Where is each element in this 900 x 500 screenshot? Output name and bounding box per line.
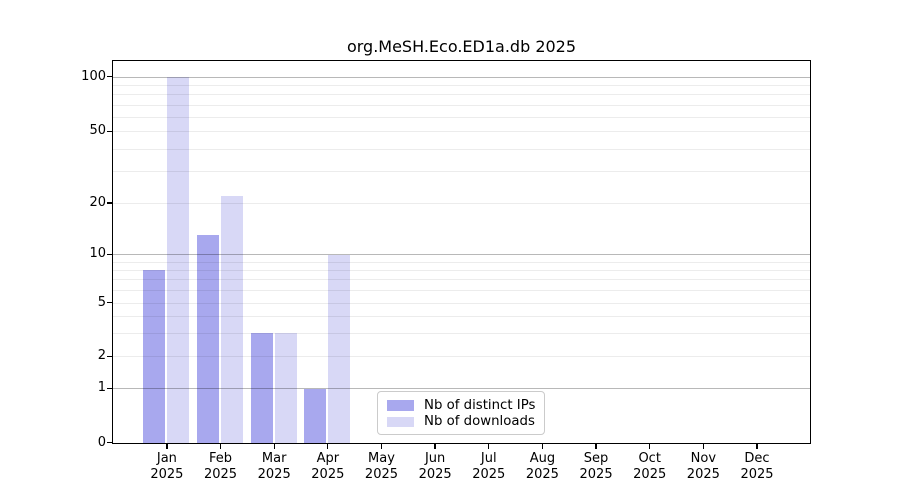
x-tick-mark-jul — [488, 444, 490, 449]
bar-downloads-feb — [221, 195, 244, 443]
x-tick-label-oct: Oct 2025 — [618, 451, 682, 483]
gridline-y-7 — [113, 279, 810, 281]
figure-title: org.MeSH.Eco.ED1a.db 2025 — [346, 37, 577, 56]
y-tick-label-20: 20 — [89, 194, 106, 210]
gridline-y-8 — [113, 269, 810, 271]
y-tick-mark-10 — [107, 253, 112, 256]
bar-downloads-jan — [167, 77, 190, 443]
x-tick-mark-mar — [273, 444, 275, 449]
gridline-y-40 — [113, 148, 810, 150]
gridline-y-1 — [113, 388, 810, 390]
x-tick-label-year: 2025 — [364, 467, 399, 482]
y-tick-mark-0 — [107, 441, 112, 444]
x-tick-mark-dec — [756, 444, 758, 449]
gridline-y-100 — [113, 76, 810, 78]
legend-swatch-downloads — [387, 416, 414, 427]
y-tick-mark-2 — [107, 355, 112, 357]
x-tick-label-nov: Nov 2025 — [671, 451, 735, 483]
bar-distinct-ips-jan — [143, 270, 166, 443]
x-tick-mark-jan — [166, 444, 168, 449]
x-tick-mark-oct — [649, 444, 651, 449]
x-tick-label-year: 2025 — [150, 467, 184, 482]
bar-distinct-ips-apr — [304, 388, 327, 443]
x-tick-label-year: 2025 — [633, 467, 667, 482]
y-tick-label-10: 10 — [89, 246, 106, 262]
x-tick-label-year: 2025 — [311, 467, 345, 482]
bar-downloads-apr — [328, 254, 351, 443]
gridline-y-4 — [113, 315, 810, 317]
legend-row-distinct-ips: Nb of distinct IPs — [387, 397, 544, 414]
y-tick-mark-20 — [107, 202, 112, 204]
x-tick-label-aug: Aug 2025 — [510, 451, 574, 483]
x-tick-mark-feb — [219, 444, 222, 449]
x-tick-label-year: 2025 — [257, 467, 291, 482]
x-tick-label-year: 2025 — [418, 467, 452, 482]
x-tick-label-year: 2025 — [203, 467, 238, 482]
y-tick-mark-1 — [107, 387, 112, 389]
gridline-y-2 — [113, 356, 810, 358]
gridline-y-10 — [113, 254, 810, 256]
bar-downloads-mar — [274, 333, 297, 443]
gridline-y-20 — [113, 202, 810, 204]
x-tick-label-year: 2025 — [525, 467, 559, 482]
gridline-y-60 — [113, 117, 810, 119]
x-tick-mark-aug — [541, 444, 544, 449]
y-tick-label-0: 0 — [97, 434, 106, 450]
plot-area — [112, 60, 811, 444]
x-tick-label-jan: Jan 2025 — [135, 451, 199, 483]
gridline-y-3 — [113, 332, 810, 334]
gridline-y-90 — [113, 85, 810, 87]
gridline-y-50 — [113, 131, 810, 133]
x-tick-mark-may — [380, 444, 383, 449]
x-tick-label-sep: Sep 2025 — [564, 451, 628, 483]
legend: Nb of distinct IPs Nb of downloads — [377, 391, 545, 435]
legend-label-downloads: Nb of downloads — [424, 414, 535, 430]
x-tick-label-jul: Jul 2025 — [457, 451, 521, 483]
gridline-y-30 — [113, 171, 810, 173]
bar-distinct-ips-feb — [197, 235, 220, 443]
y-tick-mark-100 — [107, 76, 112, 78]
gridline-y-6 — [113, 290, 810, 291]
x-tick-label-year: 2025 — [472, 467, 506, 482]
x-tick-label-feb: Feb 2025 — [189, 451, 253, 483]
y-tick-mark-5 — [107, 301, 112, 304]
x-tick-label-year: 2025 — [686, 467, 720, 482]
y-tick-mark-50 — [107, 130, 112, 133]
gridline-y-5 — [113, 302, 810, 304]
legend-row-downloads: Nb of downloads — [387, 414, 544, 431]
x-tick-label-may: May 2025 — [349, 451, 413, 483]
x-tick-mark-apr — [327, 444, 329, 449]
y-tick-label-5: 5 — [97, 294, 106, 310]
plot-inner — [113, 61, 810, 443]
gridline-y-80 — [113, 94, 810, 96]
x-tick-mark-nov — [702, 444, 704, 449]
x-tick-label-dec: Dec 2025 — [725, 451, 789, 483]
gridline-y-9 — [113, 261, 810, 263]
y-tick-label-1: 1 — [97, 380, 106, 396]
gridline-y-70 — [113, 104, 810, 106]
y-tick-label-50: 50 — [89, 123, 106, 139]
x-tick-mark-jun — [434, 444, 436, 449]
legend-label-distinct-ips: Nb of distinct IPs — [424, 397, 536, 413]
y-tick-label-2: 2 — [97, 348, 106, 364]
legend-swatch-distinct-ips — [387, 400, 414, 411]
y-tick-label-100: 100 — [81, 68, 106, 84]
x-tick-label-year: 2025 — [579, 467, 613, 482]
x-tick-label-apr: Apr 2025 — [296, 451, 360, 483]
x-tick-label-mar: Mar 2025 — [242, 451, 306, 483]
x-tick-label-year: 2025 — [740, 467, 774, 482]
x-tick-label-jun: Jun 2025 — [403, 451, 467, 483]
x-tick-mark-sep — [595, 444, 597, 449]
bar-distinct-ips-mar — [250, 333, 273, 443]
